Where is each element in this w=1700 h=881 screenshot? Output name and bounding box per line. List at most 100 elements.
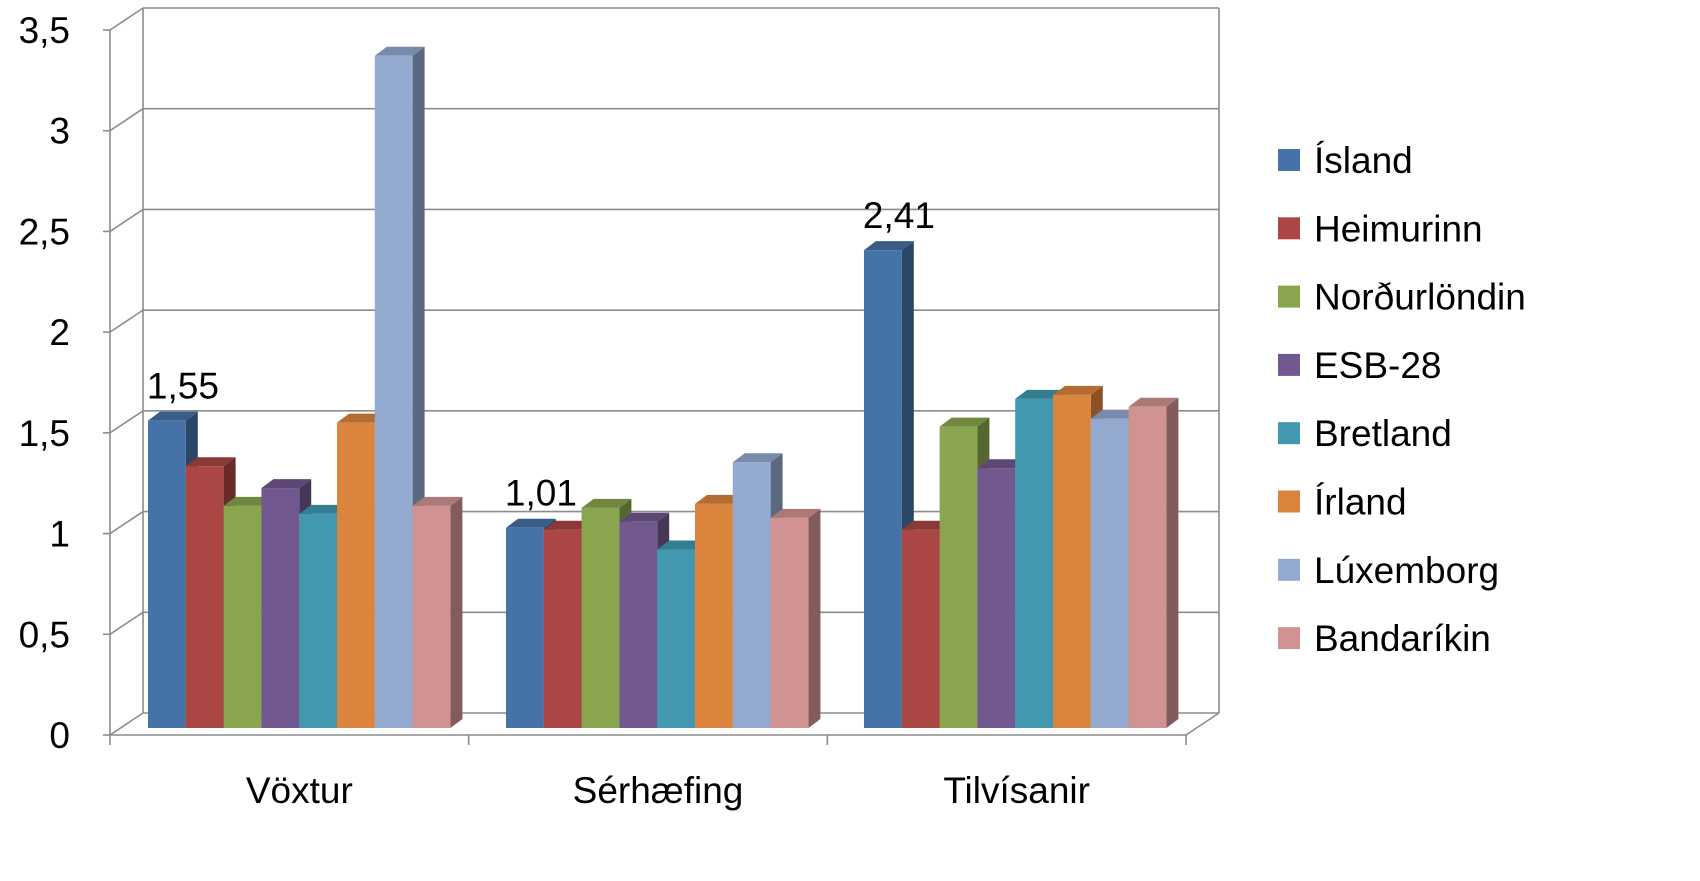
bar-front-face (732, 462, 771, 728)
bar-top-face (506, 518, 556, 528)
bar-side-face (450, 496, 463, 728)
x-tick-label: Sérhæfing (573, 770, 744, 811)
floor-edge (1185, 712, 1220, 736)
y-tick-label: 3,5 (19, 10, 70, 51)
bars (148, 46, 1179, 729)
bar-front-face (657, 549, 695, 728)
bar-top-face (1090, 409, 1141, 419)
bar-top-face (261, 479, 312, 489)
bar-front-face (1053, 394, 1091, 728)
bar-front-face (939, 426, 978, 728)
data-label: 2,41 (863, 195, 935, 236)
bar-front-face (412, 505, 451, 728)
bar-top-face (1015, 389, 1065, 399)
legend-item: Lúxemborg (1278, 550, 1499, 591)
bar-top-face (337, 413, 387, 423)
y-tick-label: 0,5 (19, 614, 70, 655)
legend-swatch (1278, 422, 1300, 445)
bar-top-face (657, 540, 707, 550)
legend-label: Bandaríkin (1314, 618, 1491, 659)
bar-front-face (1015, 398, 1053, 728)
y-tick-label: 3 (49, 111, 70, 152)
gridline-diagonal (109, 611, 144, 635)
bar-front-face (1090, 418, 1129, 728)
bar-front-face (337, 422, 375, 728)
gridline-diagonal (109, 410, 144, 434)
legend-label: Heimurinn (1314, 208, 1483, 249)
gridline-diagonal (109, 108, 144, 132)
bar-front-face (770, 517, 809, 728)
bar-front-face (977, 468, 1016, 728)
bar-top-face (695, 494, 745, 504)
bar-top-face (223, 496, 274, 506)
bar-front-face (148, 420, 186, 728)
legend-label: Bretland (1314, 413, 1452, 454)
bar-top-face (185, 457, 236, 467)
bar-top-face (864, 241, 914, 251)
y-tick-label: 2 (49, 312, 70, 353)
bar-front-face (864, 250, 902, 729)
bar-front-face (619, 521, 658, 728)
legend-item: ESB-28 (1278, 345, 1442, 386)
data-label: 1,01 (505, 473, 577, 514)
legend-item: Norðurlöndin (1278, 277, 1526, 318)
bar-top-face (543, 520, 594, 530)
bar-top-face (732, 453, 783, 463)
legend-swatch (1278, 490, 1300, 513)
gridline-diagonal (109, 208, 144, 233)
bar-front-face (543, 529, 582, 728)
legend-item: Bandaríkin (1278, 618, 1491, 659)
bar (1128, 397, 1179, 728)
bar-front-face (695, 503, 733, 728)
legend-swatch (1278, 217, 1300, 240)
legend-label: Lúxemborg (1314, 550, 1499, 591)
bar-front-face (299, 513, 337, 728)
bar-top-face (939, 417, 990, 427)
legend-swatch (1278, 558, 1300, 581)
bar-top-face (581, 498, 632, 508)
data-label: 1,55 (147, 366, 219, 407)
legend-item: Írland (1278, 482, 1407, 523)
legend: Ísland Heimurinn Norðurlöndin ESB-28 Bretlan… (1278, 140, 1526, 659)
axes: 0 0,5 1 1,5 2 2,5 3 3,5 Vöxtur Sérhæfing Tilvísani… (19, 8, 1220, 811)
legend-swatch (1278, 149, 1300, 171)
bar-front-face (374, 55, 413, 729)
bar-top-face (977, 459, 1028, 469)
bar-top-face (770, 508, 821, 518)
bar-front-face (506, 527, 544, 728)
bar-front-face (185, 466, 224, 728)
bar-top-face (1053, 385, 1103, 395)
bar-front-face (223, 505, 262, 728)
gridline-diagonal (109, 7, 144, 31)
gridline-diagonal (109, 309, 144, 333)
legend-item: Ísland (1278, 140, 1413, 181)
bar-front-face (1128, 406, 1167, 728)
bar (770, 508, 821, 728)
labels: 1,55 1,01 2,41 (147, 195, 935, 514)
bar-top-face (1128, 397, 1179, 407)
y-tick-label: 1 (49, 514, 70, 555)
bar-top-face (412, 496, 463, 506)
y-tick-label: 2,5 (19, 211, 70, 252)
gridline-diagonal (109, 510, 144, 535)
y-tick-label: 0 (49, 715, 70, 756)
bar-front-face (901, 529, 940, 728)
legend-item: Bretland (1278, 413, 1452, 454)
bar (412, 496, 463, 728)
bar-side-face (1166, 397, 1179, 728)
legend-label: ESB-28 (1314, 345, 1442, 386)
bar-top-face (619, 512, 670, 522)
bar-top-face (901, 520, 952, 530)
bar-top-face (299, 504, 349, 514)
bar-top-face (148, 411, 198, 421)
bar-top-face (374, 46, 425, 56)
legend-swatch (1278, 353, 1300, 376)
legend-swatch (1278, 627, 1300, 650)
legend-item: Heimurinn (1278, 208, 1483, 249)
legend-label: Írland (1314, 482, 1407, 523)
x-tick-label: Tilvísanir (943, 770, 1090, 811)
gridline-diagonal (109, 712, 144, 736)
bar-front-face (581, 507, 620, 728)
legend-label: Ísland (1314, 140, 1413, 181)
